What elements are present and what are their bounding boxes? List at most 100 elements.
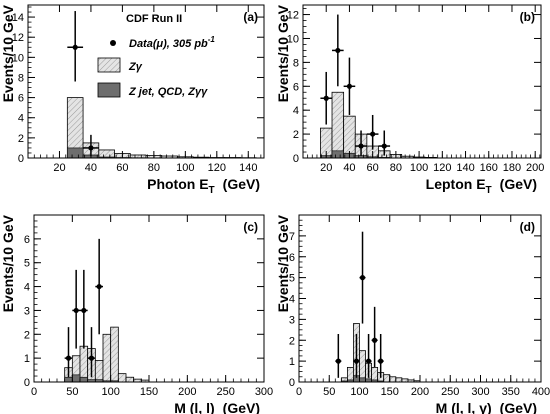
y-axis-title: Events/10 GeV — [0, 214, 16, 312]
background-bar — [331, 150, 344, 159]
y-tick-label: 10 — [287, 33, 299, 45]
y-tick-label: 2 — [24, 329, 30, 341]
panel-tag: (d) — [520, 220, 535, 234]
y-tick-label: 6 — [289, 252, 295, 264]
legend-title: CDF Run II — [126, 13, 182, 25]
x-axis-title-main: M (l, l) — [174, 400, 214, 414]
y-tick-label: 5 — [24, 258, 30, 270]
background-bar — [72, 374, 81, 383]
x-axis-title-main: Lepton E — [426, 176, 486, 192]
y-tick-label: 1 — [289, 356, 295, 368]
legend-bkg-label: Z jet, QCD, Zγγ — [128, 86, 208, 98]
x-axis-title-unit: (GeV) — [223, 176, 260, 192]
data-point — [96, 283, 102, 290]
y-axis-title: Events/10 GeV — [0, 4, 16, 102]
data-point — [72, 44, 78, 50]
data-point — [88, 355, 95, 361]
background-bar — [67, 147, 84, 159]
y-tick-label: 4 — [18, 113, 24, 125]
x-tick-label: 40 — [343, 162, 355, 174]
data-point — [372, 337, 378, 343]
x-tick-label: 100 — [176, 162, 194, 174]
x-axis-title-main: M (l, l, γ) — [436, 400, 492, 414]
y-tick-label: 0 — [293, 153, 299, 165]
data-point — [365, 358, 372, 364]
x-tick-label: 0 — [296, 386, 302, 398]
y-tick-label: 4 — [293, 105, 299, 117]
data-point — [81, 307, 87, 314]
zg-bar — [117, 373, 127, 383]
x-axis-title: M (l, l) (GeV) — [174, 400, 260, 414]
y-tick-label: 6 — [293, 81, 299, 93]
x-tick-label: 60 — [116, 162, 128, 174]
panel-tag: (b) — [520, 10, 535, 24]
x-tick-label: 350 — [502, 386, 520, 398]
chart-panel-3: 0 50 100 150 200 250 300 350 400 0 1 2 3 4 5 6 7 (d) M (l,… — [275, 214, 550, 414]
legend-zg-swatch — [97, 57, 121, 73]
y-tick-label: 4 — [289, 294, 295, 306]
zg-bar — [359, 350, 366, 383]
background-bar — [359, 377, 366, 383]
x-tick-label: 250 — [216, 386, 234, 398]
y-tick-label: 6 — [24, 234, 30, 246]
chart-panel-0: 20 40 60 80 100 120 140 0 2 4 6 8 10 12 14 (a) Photon ET… — [0, 4, 265, 196]
x-tick-label: 100 — [410, 162, 428, 174]
legend-data-marker — [110, 40, 116, 46]
legend: CDF Run II Data(μ), 305 pb-1 Zγ Z jet, Q… — [97, 13, 215, 98]
x-tick-label: 20 — [53, 162, 65, 174]
y-tick-label: 0 — [289, 377, 295, 389]
y-axis-title: Events/10 GeV — [275, 214, 291, 312]
plot-frame — [302, 4, 542, 159]
data-point — [358, 143, 364, 149]
background-bar — [64, 376, 73, 383]
x-tick-label: 200 — [526, 162, 544, 174]
y-tick-label: 7 — [289, 231, 295, 243]
zg-bar — [79, 345, 89, 383]
x-tick-label: 50 — [323, 386, 335, 398]
x-tick-label: 100 — [350, 386, 368, 398]
x-tick-label: 200 — [178, 386, 196, 398]
data-point — [65, 355, 72, 361]
plot-frame — [27, 4, 265, 159]
zg-bar — [125, 376, 135, 383]
data-point — [353, 358, 360, 364]
background-bar — [79, 376, 88, 383]
y-tick-label: 8 — [18, 72, 24, 84]
data-point — [335, 47, 341, 54]
y-tick-label: 2 — [18, 133, 24, 145]
x-tick-label: 120 — [208, 162, 226, 174]
data-point — [88, 145, 94, 151]
x-tick-label: 50 — [66, 386, 78, 398]
y-tick-label: 14 — [12, 12, 24, 24]
x-axis-title-sub: T — [486, 185, 492, 196]
x-tick-label: 60 — [367, 162, 379, 174]
y-tick-label: 4 — [24, 282, 30, 294]
x-tick-label: 200 — [411, 386, 429, 398]
y-tick-label: 3 — [289, 314, 295, 326]
x-axis-title: Photon ET (GeV) — [147, 176, 260, 196]
plot-frame — [298, 214, 542, 383]
zg-bar — [383, 374, 391, 383]
y-tick-label: 6 — [18, 93, 24, 105]
x-tick-label: 80 — [148, 162, 160, 174]
x-tick-label: 180 — [503, 162, 521, 174]
x-tick-label: 400 — [532, 386, 550, 398]
y-tick-label: 8 — [293, 57, 299, 69]
x-tick-label: 300 — [471, 386, 489, 398]
zg-bar — [102, 333, 112, 383]
data-point — [323, 95, 329, 101]
x-tick-label: 160 — [480, 162, 498, 174]
zg-bar — [395, 377, 403, 383]
chart-panel-2: 0 50 100 150 200 250 300 0 1 2 3 4 5 6 (c) M (l, l) (GeV… — [0, 214, 273, 414]
data-point — [335, 358, 341, 364]
data-point — [359, 275, 366, 281]
y-tick-label: 0 — [18, 153, 24, 165]
x-tick-label: 140 — [239, 162, 257, 174]
y-tick-label: 10 — [12, 52, 24, 64]
x-axis-title: Lepton ET (GeV) — [426, 176, 537, 196]
x-axis-title-unit: (GeV) — [500, 400, 537, 414]
y-tick-label: 5 — [289, 273, 295, 285]
x-tick-label: 120 — [433, 162, 451, 174]
x-tick-label: 150 — [140, 386, 158, 398]
x-axis-title: M (l, l, γ) (GeV) — [436, 400, 537, 414]
